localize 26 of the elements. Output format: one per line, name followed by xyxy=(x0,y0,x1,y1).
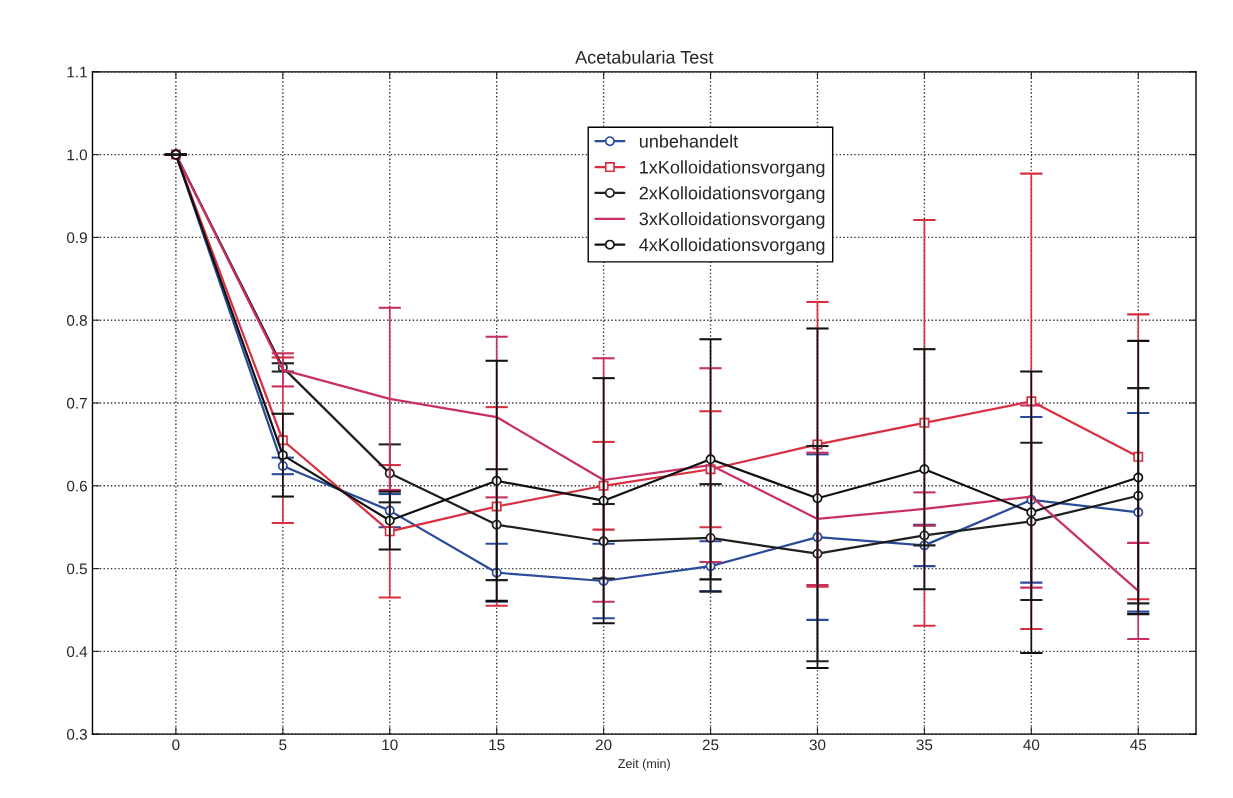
x-tick-label: 40 xyxy=(1023,739,1040,751)
x-tick-label: 10 xyxy=(382,739,398,751)
y-tick-label: 0.8 xyxy=(66,315,87,326)
x-tick-label: 45 xyxy=(1130,739,1147,751)
legend-label: 4xKolloidationsvorgang xyxy=(639,237,825,255)
x-tick-label: 15 xyxy=(489,739,505,751)
x-tick-label: 5 xyxy=(279,739,287,751)
y-tick-label: 1.1 xyxy=(67,66,87,78)
y-tick-label: 0.6 xyxy=(66,480,87,492)
x-tick-label: 0 xyxy=(172,739,180,751)
y-tick-label: 0.4 xyxy=(66,646,88,658)
legend-label: 3xKolloidationsvorgang xyxy=(639,212,825,229)
x-tick-label: 20 xyxy=(595,739,612,751)
chart-title: Acetabularia Test xyxy=(575,50,714,64)
y-tick-label: 0.9 xyxy=(66,232,87,244)
legend-label: 2xKolloidationsvorgang xyxy=(639,186,825,203)
x-tick-label: 30 xyxy=(809,739,826,751)
x-tick-label: 35 xyxy=(916,739,933,751)
x-tick-label: 25 xyxy=(702,739,719,751)
y-tick-label: 0.3 xyxy=(66,729,87,740)
y-tick-label: 0.5 xyxy=(66,563,87,575)
y-tick-label: 1.0 xyxy=(67,149,88,161)
legend-label: 1xKolloidationsvorgang xyxy=(640,160,825,178)
x-axis-title: Zeit (min) xyxy=(618,758,670,771)
y-tick-label: 0.7 xyxy=(66,397,87,409)
legend-label: unbehandelt xyxy=(639,134,739,148)
